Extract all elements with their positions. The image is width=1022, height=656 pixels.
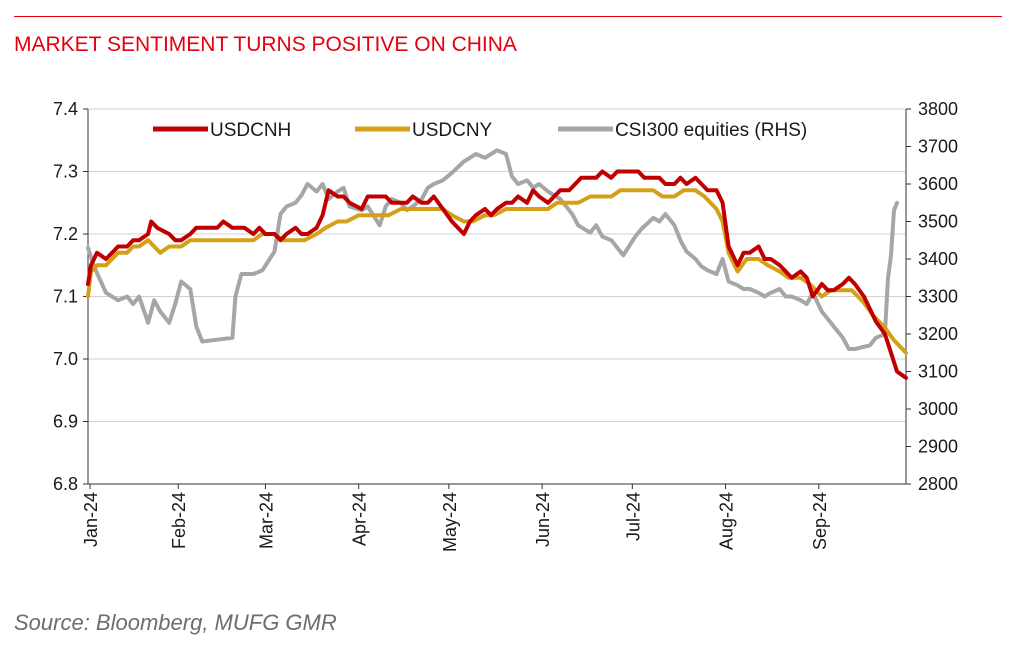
legend-label: USDCNY [412, 120, 493, 141]
x-tick-label: Jun-24 [533, 492, 553, 547]
x-tick-label: Sep-24 [810, 492, 830, 550]
y-left-tick-label: 7.0 [53, 349, 78, 369]
legend: USDCNH USDCNY CSI300 equities (RHS) [153, 120, 807, 141]
series-line-csi300-equities-rhs [86, 148, 899, 351]
series-lines [86, 148, 908, 380]
x-tick-label: Apr-24 [350, 492, 370, 546]
y-left-tick-label: 6.9 [53, 412, 78, 432]
x-tick-label: Jan-24 [81, 492, 101, 547]
y-right-tick-label: 3200 [918, 324, 958, 344]
series-line-usdcny [86, 188, 908, 355]
x-tick-label: May-24 [440, 492, 460, 552]
source-note: Source: Bloomberg, MUFG GMR [14, 610, 337, 635]
y-left-tick-label: 7.3 [53, 162, 78, 182]
x-tick-label: Jul-24 [623, 492, 643, 541]
x-tick-label: Mar-24 [256, 492, 276, 549]
axes [83, 108, 911, 489]
tick-labels: 6.8 6.9 7.0 7.1 7.2 7.3 7.4 2800 2900 3000 3100 320… [53, 99, 958, 552]
y-right-tick-label: 3800 [918, 99, 958, 119]
line-chart: 6.8 6.9 7.0 7.1 7.2 7.3 7.4 2800 2900 3000 3100 320… [53, 99, 958, 552]
y-left-tick-label: 7.1 [53, 287, 78, 307]
legend-label: USDCNH [210, 120, 291, 141]
y-right-tick-label: 3300 [918, 287, 958, 307]
legend-label: CSI300 equities (RHS) [615, 120, 807, 141]
y-left-tick-label: 7.2 [53, 224, 78, 244]
y-right-tick-label: 2900 [918, 437, 958, 457]
chart-title: MARKET SENTIMENT TURNS POSITIVE ON CHINA [14, 33, 517, 56]
x-tick-label: Aug-24 [717, 492, 737, 550]
top-rule [14, 16, 1002, 17]
y-right-tick-label: 3700 [918, 137, 958, 157]
series-line-usdcnh [86, 169, 908, 380]
y-right-tick-label: 3600 [918, 174, 958, 194]
gridlines [88, 108, 906, 422]
x-tick-label: Feb-24 [169, 492, 189, 549]
y-right-tick-label: 2800 [918, 474, 958, 494]
y-right-tick-label: 3000 [918, 399, 958, 419]
y-left-tick-label: 6.8 [53, 474, 78, 494]
y-right-tick-label: 3400 [918, 249, 958, 269]
y-right-tick-label: 3100 [918, 362, 958, 382]
y-right-tick-label: 3500 [918, 212, 958, 232]
y-left-tick-label: 7.4 [53, 99, 78, 119]
